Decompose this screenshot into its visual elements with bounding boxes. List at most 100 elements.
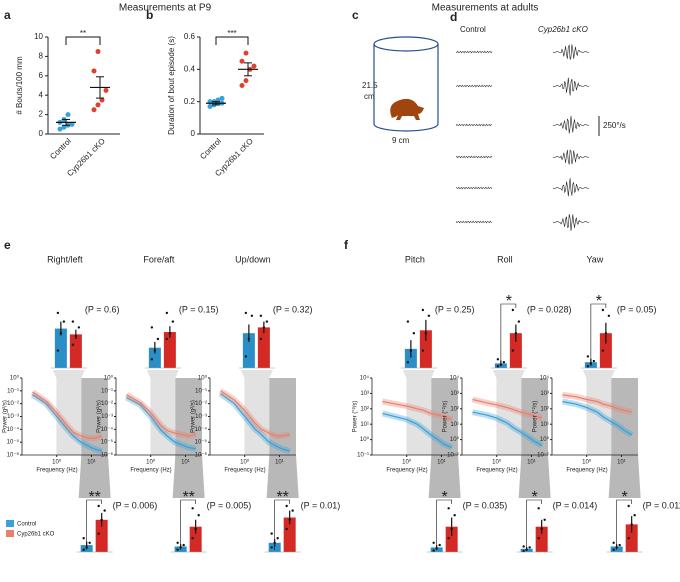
bar (445, 526, 458, 552)
bar (148, 347, 161, 368)
panel-label: e (4, 238, 11, 252)
data-point (432, 541, 435, 544)
data-point (97, 504, 100, 508)
y-tick-label: 10⁴ (450, 375, 460, 382)
y-axis-label: # Bouts/100 mm (15, 56, 24, 115)
data-point (543, 518, 546, 521)
heading: Measurements at P9 (119, 3, 212, 14)
chart-title: Up/down (235, 254, 271, 264)
x-tick-label: 10⁰ (52, 459, 62, 466)
trace (552, 44, 590, 60)
significance: *** (227, 29, 236, 38)
x-axis-label: Frequency (Hz) (566, 468, 607, 474)
data-point (99, 97, 105, 103)
data-point (285, 504, 288, 508)
bracket (500, 303, 517, 366)
data-point (97, 532, 100, 535)
data-point (71, 320, 75, 323)
data-point (56, 349, 60, 352)
y-tick-label: 10⁰ (450, 436, 460, 443)
line (220, 393, 291, 452)
x-tick-label: 10¹ (275, 460, 284, 466)
data-point (194, 527, 197, 531)
y-tick-label: 10⁴ (360, 375, 370, 382)
data-point (171, 320, 175, 323)
data-point (528, 546, 531, 549)
bar (257, 327, 270, 368)
y-tick-label: 10⁻⁶ (7, 452, 20, 459)
annotation: (P = 0.15) (179, 304, 219, 314)
y-tick-label: 0.6 (184, 32, 196, 41)
data-point (618, 543, 621, 547)
y-tick-label: 10¹ (450, 422, 459, 428)
data-point (285, 527, 288, 531)
trace (552, 214, 590, 231)
dimension: 9 cm (392, 136, 410, 145)
bracket (86, 499, 102, 550)
data-point (612, 548, 615, 551)
data-point (168, 332, 172, 335)
y-axis-label: Power (g²/s) (3, 400, 9, 433)
line (472, 398, 543, 419)
y-tick-label: 10⁻¹ (101, 388, 113, 394)
x-axis-label: Frequency (Hz) (130, 468, 171, 474)
bracket (526, 499, 542, 550)
data-point (522, 545, 525, 548)
data-point (251, 63, 257, 69)
data-point (165, 337, 169, 341)
y-tick-label: 10⁻¹ (357, 453, 369, 459)
trace (552, 178, 590, 197)
line (562, 400, 633, 436)
legend-label: Control (17, 522, 36, 528)
data-point (421, 349, 425, 352)
line (32, 391, 103, 439)
bar (599, 333, 612, 368)
data-point (153, 349, 157, 352)
bar (69, 334, 82, 368)
line (126, 394, 197, 437)
data-point (409, 349, 413, 352)
band-light (146, 370, 179, 455)
trace (455, 84, 493, 88)
data-point (259, 314, 263, 317)
y-tick-label: 10³ (540, 391, 549, 397)
data-point (82, 548, 85, 551)
x-tick-label: 10⁰ (146, 459, 156, 466)
bracket (180, 499, 196, 550)
y-tick-label: 10⁰ (10, 375, 20, 382)
panel-label: f (344, 238, 349, 252)
panel-label: a (4, 8, 11, 22)
data-point (250, 314, 254, 317)
y-tick-label: 10⁻² (195, 401, 207, 407)
annotation: (P = 0.25) (435, 304, 475, 314)
x-tick-label: 10¹ (527, 460, 536, 466)
line (126, 396, 197, 450)
y-tick-label: 10⁻¹ (447, 453, 459, 459)
bracket (65, 36, 101, 45)
y-tick-label: 10¹ (540, 422, 549, 428)
data-point (270, 546, 273, 549)
y-tick-label: 10⁻³ (101, 414, 113, 420)
data-point (191, 507, 194, 510)
significance: * (596, 293, 602, 310)
data-point (74, 334, 78, 338)
y-tick-label: 0 (191, 129, 196, 138)
band-dark (428, 378, 461, 498)
y-tick-label: 10 (34, 32, 43, 41)
band-dark (266, 378, 299, 498)
x-tick-label: 10⁰ (402, 459, 412, 466)
data-point (62, 320, 66, 323)
line (220, 390, 291, 437)
band-dark (608, 378, 641, 498)
y-tick-label: 10⁻³ (7, 414, 19, 420)
band-dark (518, 378, 551, 498)
annotation: (P = 0.005) (207, 500, 252, 510)
data-point (270, 532, 273, 535)
data-point (540, 527, 543, 531)
data-point (71, 343, 75, 346)
x-tick-label: 10¹ (87, 460, 96, 466)
bar (509, 333, 522, 368)
data-point (88, 541, 91, 544)
data-point (537, 507, 540, 510)
